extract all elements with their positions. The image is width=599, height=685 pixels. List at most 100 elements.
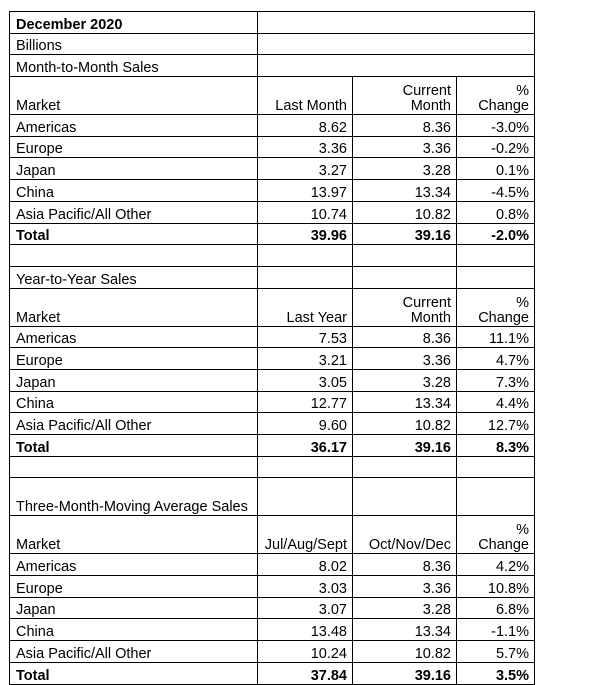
table-row: Japan 3.27 3.28 0.1% (9, 157, 535, 181)
value-cell: 3.36 (352, 575, 457, 598)
market-name: Americas (9, 114, 258, 137)
total-value: -2.0% (456, 222, 535, 246)
section-heading-row: Three-Month-Moving Average Sales (9, 477, 535, 517)
market-name: Americas (9, 325, 258, 349)
empty-cell (257, 244, 353, 267)
value-cell: -3.0% (456, 114, 535, 137)
table-row: Europe 3.03 3.36 10.8% (9, 575, 535, 598)
section-heading: Year-to-Year Sales (9, 265, 258, 289)
value-cell: 13.34 (352, 179, 457, 202)
total-label: Total (9, 222, 258, 246)
value-cell: 8.36 (352, 114, 457, 137)
section-heading-row: Year-to-Year Sales (9, 265, 535, 289)
total-label: Total (9, 434, 258, 457)
value-cell: 3.28 (352, 157, 457, 181)
column-header: Jul/Aug/Sept (257, 515, 353, 555)
table-row: Asia Pacific/All Other 9.60 10.82 12.7% (9, 412, 535, 435)
empty-cell (257, 477, 353, 517)
empty-cell (352, 477, 457, 517)
column-header: Market (9, 287, 258, 327)
column-header-row: Market Jul/Aug/Sept Oct/Nov/Dec% Change (9, 515, 535, 555)
market-name: Japan (9, 368, 258, 392)
total-value: 36.17 (257, 434, 353, 457)
value-cell: 7.3% (456, 368, 535, 392)
value-cell: 3.28 (352, 368, 457, 392)
value-cell: 0.1% (456, 157, 535, 181)
value-cell: 3.07 (257, 596, 353, 620)
section-heading: Month-to-Month Sales (9, 54, 258, 78)
market-name: China (9, 618, 258, 642)
table-row: Americas 8.62 8.36 -3.0% (9, 114, 535, 137)
value-cell: 4.2% (456, 553, 535, 577)
value-cell: 10.82 (352, 640, 457, 663)
empty-cell (257, 265, 353, 289)
market-name: Japan (9, 157, 258, 181)
spacer-row (9, 244, 535, 267)
value-cell: 13.34 (352, 390, 457, 414)
value-cell: 9.60 (257, 412, 353, 435)
value-cell: 3.27 (257, 157, 353, 181)
empty-cell (456, 265, 535, 289)
market-name: Asia Pacific/All Other (9, 640, 258, 663)
market-name: Europe (9, 575, 258, 598)
units-row: Billions (9, 32, 535, 56)
table-row: China 13.97 13.34 -4.5% (9, 179, 535, 202)
market-name: Europe (9, 347, 258, 370)
total-value: 39.16 (352, 222, 457, 246)
market-name: Asia Pacific/All Other (9, 200, 258, 224)
sales-table: December 2020 Billions Month-to-Month Sa… (9, 11, 535, 685)
report-title: December 2020 (9, 11, 258, 34)
value-cell: 0.8% (456, 200, 535, 224)
total-row: Total 37.84 39.16 3.5% (9, 661, 535, 685)
empty-cell (352, 455, 457, 479)
market-name: Europe (9, 135, 258, 159)
column-header-row: Market Last Month Current Month% Change (9, 76, 535, 116)
column-header: % Change (456, 287, 535, 327)
value-cell: 10.24 (257, 640, 353, 663)
value-cell: 10.82 (352, 412, 457, 435)
total-value: 39.16 (352, 434, 457, 457)
value-cell: 8.62 (257, 114, 353, 137)
value-cell: -0.2% (456, 135, 535, 159)
column-header: Current Month (352, 76, 457, 116)
value-cell: 8.36 (352, 553, 457, 577)
total-row: Total 36.17 39.16 8.3% (9, 434, 535, 457)
value-cell: 11.1% (456, 325, 535, 349)
column-header: % Change (456, 76, 535, 116)
total-label: Total (9, 661, 258, 685)
value-cell: 7.53 (257, 325, 353, 349)
value-cell: 3.21 (257, 347, 353, 370)
title-row: December 2020 (9, 11, 535, 34)
table-row: China 12.77 13.34 4.4% (9, 390, 535, 414)
table-row: Japan 3.07 3.28 6.8% (9, 596, 535, 620)
table-row: Japan 3.05 3.28 7.3% (9, 368, 535, 392)
value-cell: 4.7% (456, 347, 535, 370)
table-row: Asia Pacific/All Other 10.74 10.82 0.8% (9, 200, 535, 224)
market-name: China (9, 390, 258, 414)
value-cell: 5.7% (456, 640, 535, 663)
value-cell: -1.1% (456, 618, 535, 642)
empty-cell (9, 455, 258, 479)
value-cell: 8.02 (257, 553, 353, 577)
market-name: Japan (9, 596, 258, 620)
value-cell: 10.8% (456, 575, 535, 598)
value-cell: 4.4% (456, 390, 535, 414)
section-heading: Three-Month-Moving Average Sales (9, 477, 258, 517)
column-header: Last Year (257, 287, 353, 327)
section-heading-row: Month-to-Month Sales (9, 54, 535, 78)
total-value: 39.96 (257, 222, 353, 246)
value-cell: 3.05 (257, 368, 353, 392)
column-header: Market (9, 76, 258, 116)
table-row: Asia Pacific/All Other 10.24 10.82 5.7% (9, 640, 535, 663)
value-cell: 10.82 (352, 200, 457, 224)
table-row: China 13.48 13.34 -1.1% (9, 618, 535, 642)
value-cell: 3.36 (352, 347, 457, 370)
total-row: Total 39.96 39.16 -2.0% (9, 222, 535, 246)
market-name: Americas (9, 553, 258, 577)
empty-cell (257, 32, 535, 56)
value-cell: 13.48 (257, 618, 353, 642)
empty-cell (257, 54, 535, 78)
empty-cell (257, 455, 353, 479)
value-cell: 13.97 (257, 179, 353, 202)
total-value: 39.16 (352, 661, 457, 685)
